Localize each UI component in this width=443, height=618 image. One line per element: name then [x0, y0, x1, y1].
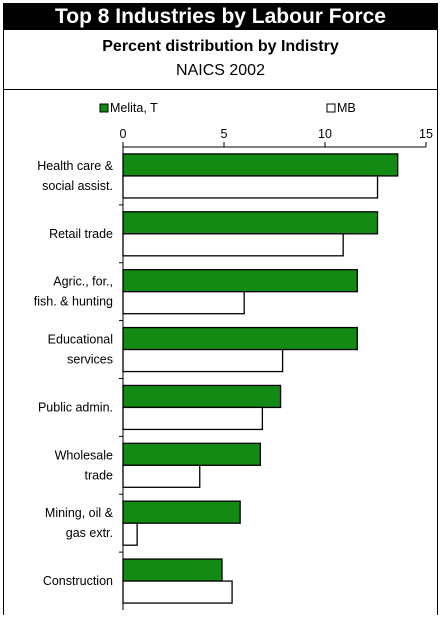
bar-mb-4	[122, 406, 264, 431]
category-label-5-1: trade	[85, 468, 114, 482]
bar-melita-t-0	[122, 153, 399, 177]
category-label-6-1: gas extr.	[66, 526, 113, 540]
legend-label-0: Melita, T	[110, 101, 158, 115]
bar-melita-t-7	[122, 558, 223, 582]
bar-mb-1	[122, 233, 344, 257]
legend-swatch-0	[99, 103, 109, 113]
bar-melita-t-2	[122, 269, 358, 293]
bar-mb-6	[122, 522, 138, 546]
category-label-6-0: Mining, oil &	[45, 506, 114, 520]
bar-mb-0	[122, 175, 379, 199]
bar-melita-t-6	[122, 500, 241, 524]
category-label-5-0: Wholesale	[55, 448, 113, 462]
category-label-0-1: social assist.	[42, 179, 113, 193]
x-tick-label-0: 0	[120, 127, 127, 141]
legend-swatch-1	[326, 103, 336, 113]
bar-mb-5	[122, 464, 201, 488]
bar-mb-2	[122, 291, 245, 315]
category-label-7-0: Construction	[43, 574, 113, 588]
bar-melita-t-3	[122, 326, 358, 351]
bar-melita-t-4	[122, 384, 282, 409]
bar-mb-3	[122, 348, 284, 373]
category-label-4-0: Public admin.	[38, 400, 113, 414]
category-label-2-0: Agric., for.,	[53, 275, 113, 289]
bar-melita-t-5	[122, 442, 262, 466]
category-label-1-0: Retail trade	[49, 227, 113, 241]
x-tick-label-2: 10	[318, 127, 332, 141]
header-divider	[4, 89, 437, 90]
x-tick-label-3: 15	[419, 127, 433, 141]
chart-title: Top 8 Industries by Labour Force	[4, 4, 437, 30]
chart-classification: NAICS 2002	[176, 62, 265, 79]
bar-melita-t-1	[122, 211, 379, 235]
chart-subtitle: Percent distribution by Indistry	[102, 38, 339, 55]
category-label-0-0: Health care &	[37, 159, 113, 173]
x-tick-label-1: 5	[221, 127, 228, 141]
category-label-3-0: Educational	[48, 333, 113, 347]
category-label-2-1: fish. & hunting	[34, 295, 113, 309]
bar-mb-7	[122, 580, 233, 604]
legend-label-1: MB	[337, 101, 356, 115]
category-label-3-1: services	[67, 353, 113, 367]
